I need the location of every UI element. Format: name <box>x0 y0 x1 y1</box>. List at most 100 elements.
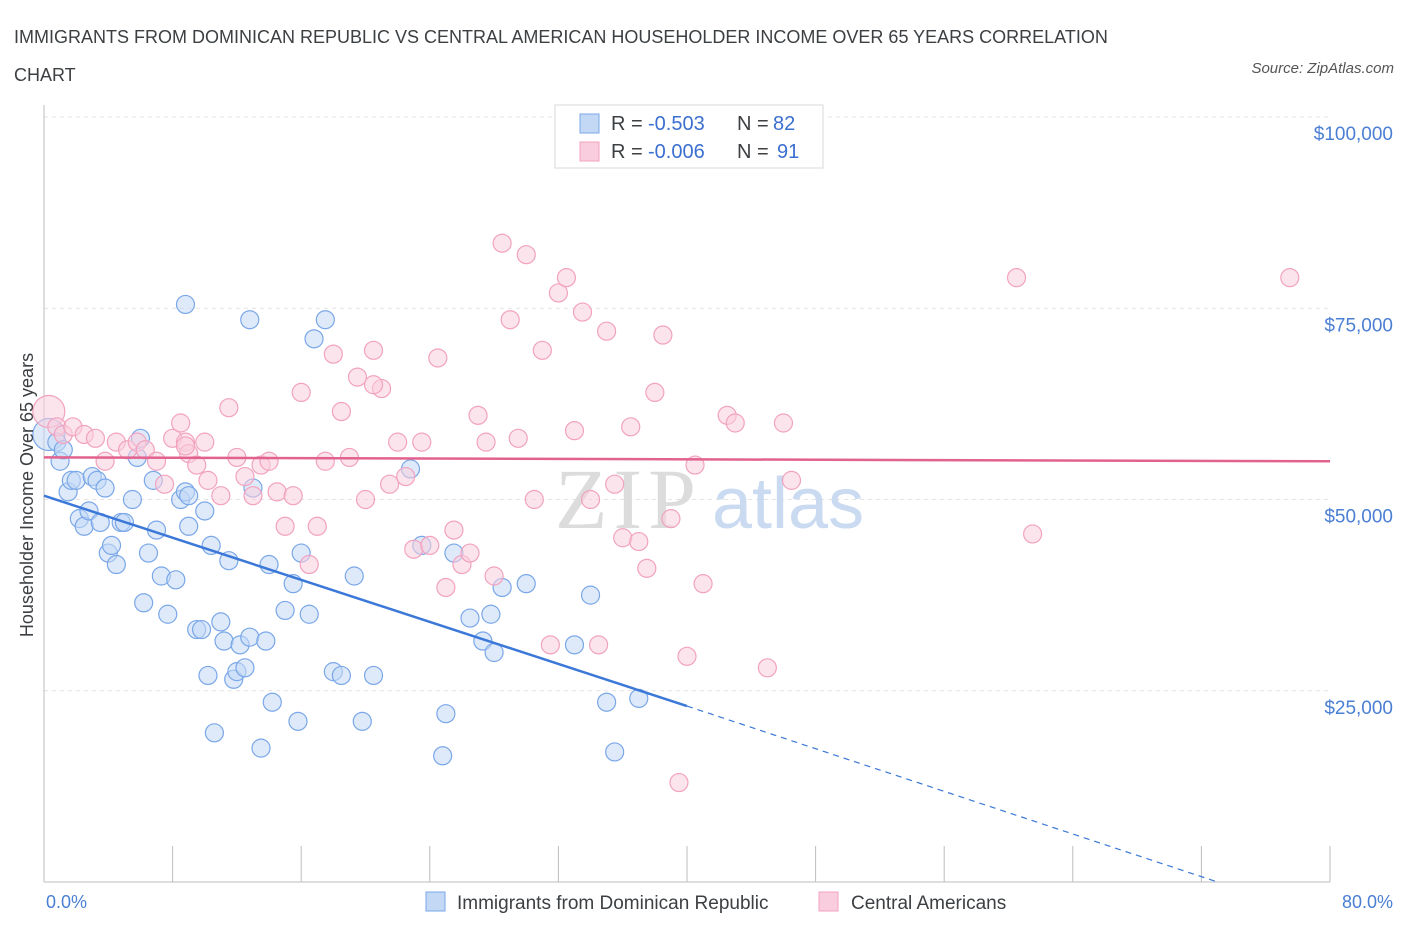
point-central-american <box>661 509 681 529</box>
legend-n-value-1: 82 <box>773 113 795 135</box>
point-central-american <box>781 470 802 490</box>
point-central-american <box>1280 268 1300 288</box>
point-dominican <box>204 723 224 743</box>
point-dominican <box>352 711 372 731</box>
point-dominican <box>198 665 218 686</box>
point-central-american <box>404 539 424 559</box>
point-dominican <box>195 501 215 521</box>
point-central-american <box>267 482 287 502</box>
point-central-american <box>468 405 488 425</box>
y-tick-label: $75,000 <box>1324 315 1393 336</box>
point-central-american <box>492 233 512 253</box>
point-central-american <box>154 474 175 494</box>
point-central-american <box>412 432 432 452</box>
point-central-american <box>508 428 528 448</box>
top-legend: R = -0.503 N = 82 R = -0.006 N = 91 <box>554 104 824 169</box>
legend-n-label-2: N = <box>737 141 769 163</box>
bottom-legend-swatch-blue <box>425 891 446 912</box>
point-dominican <box>275 600 295 621</box>
point-central-american <box>629 531 649 552</box>
point-dominican <box>315 310 335 330</box>
point-dominican <box>251 738 271 758</box>
legend-swatch-blue <box>579 113 600 134</box>
point-dominican <box>179 486 199 506</box>
point-central-american <box>175 436 196 456</box>
legend-r-label-1: R = <box>611 113 643 135</box>
point-central-american <box>436 577 456 598</box>
point-central-american <box>693 574 713 594</box>
point-central-american <box>613 528 633 548</box>
bottom-legend-label-pink: Central Americans <box>851 893 1006 914</box>
point-dominican <box>175 294 196 315</box>
legend-r-value-2: -0.006 <box>648 141 705 163</box>
point-dominican <box>436 704 456 724</box>
x-tick-label-max: 80.0% <box>1342 892 1393 912</box>
point-dominican <box>134 593 154 613</box>
point-central-american <box>564 421 585 441</box>
point-central-american <box>235 466 255 487</box>
point-dominican <box>331 665 351 686</box>
point-central-american <box>428 348 448 368</box>
y-tick-label: $25,000 <box>1324 698 1393 719</box>
data-points <box>32 233 1300 793</box>
point-central-american <box>259 451 279 471</box>
point-central-american <box>396 466 416 487</box>
point-central-american <box>380 474 400 494</box>
point-central-american <box>299 554 319 575</box>
point-dominican <box>214 631 234 651</box>
point-central-american <box>540 635 560 655</box>
point-dominican <box>179 516 199 536</box>
point-dominican <box>166 570 186 590</box>
point-central-american <box>355 489 376 510</box>
point-dominican <box>158 604 178 624</box>
point-dominican <box>122 489 143 510</box>
point-dominican <box>95 478 115 498</box>
point-central-american <box>444 520 464 540</box>
point-central-american <box>315 451 335 471</box>
legend-r-label-2: R = <box>611 141 643 163</box>
y-tick-label: $100,000 <box>1314 124 1393 145</box>
point-central-american <box>95 451 115 471</box>
legend-n-value-2: 91 <box>777 141 799 163</box>
point-central-american <box>146 451 167 471</box>
point-central-american <box>548 283 569 303</box>
point-central-american <box>291 382 311 402</box>
point-central-american <box>588 635 609 655</box>
point-central-american <box>363 340 384 360</box>
point-central-american <box>532 340 552 360</box>
point-dominican <box>605 742 625 762</box>
point-dominican <box>460 608 480 628</box>
point-central-american <box>420 535 440 556</box>
point-central-american <box>637 558 657 578</box>
legend-r-value-1: -0.503 <box>648 113 705 135</box>
point-central-american <box>388 432 408 452</box>
point-dominican <box>262 692 282 712</box>
point-dominican <box>363 665 384 686</box>
point-dominican <box>240 310 260 330</box>
point-central-american <box>524 489 544 510</box>
point-central-american <box>323 344 343 364</box>
point-central-american <box>484 566 504 586</box>
point-central-american <box>219 398 239 418</box>
trend-line-dominican <box>43 494 688 708</box>
point-central-american <box>1006 268 1027 288</box>
point-central-american <box>653 325 673 345</box>
y-axis-label: Householder Income Over 65 years <box>17 353 37 637</box>
point-central-american <box>283 486 303 506</box>
point-central-american <box>677 646 697 666</box>
point-central-american <box>198 470 218 490</box>
point-central-american <box>85 428 106 448</box>
point-central-american <box>572 302 593 322</box>
point-central-american <box>243 486 263 506</box>
point-dominican <box>219 551 239 571</box>
point-dominican <box>580 585 601 605</box>
trend-line-dominican-extension <box>686 705 1218 883</box>
bottom-legend-label-blue: Immigrants from Dominican Republic <box>457 893 769 914</box>
bottom-legend-swatch-pink <box>818 891 839 912</box>
point-central-american <box>476 432 496 452</box>
point-central-american <box>516 245 536 265</box>
trend-lines <box>43 456 1331 883</box>
point-central-american <box>580 489 601 510</box>
point-dominican <box>106 554 126 575</box>
point-central-american <box>171 413 191 433</box>
